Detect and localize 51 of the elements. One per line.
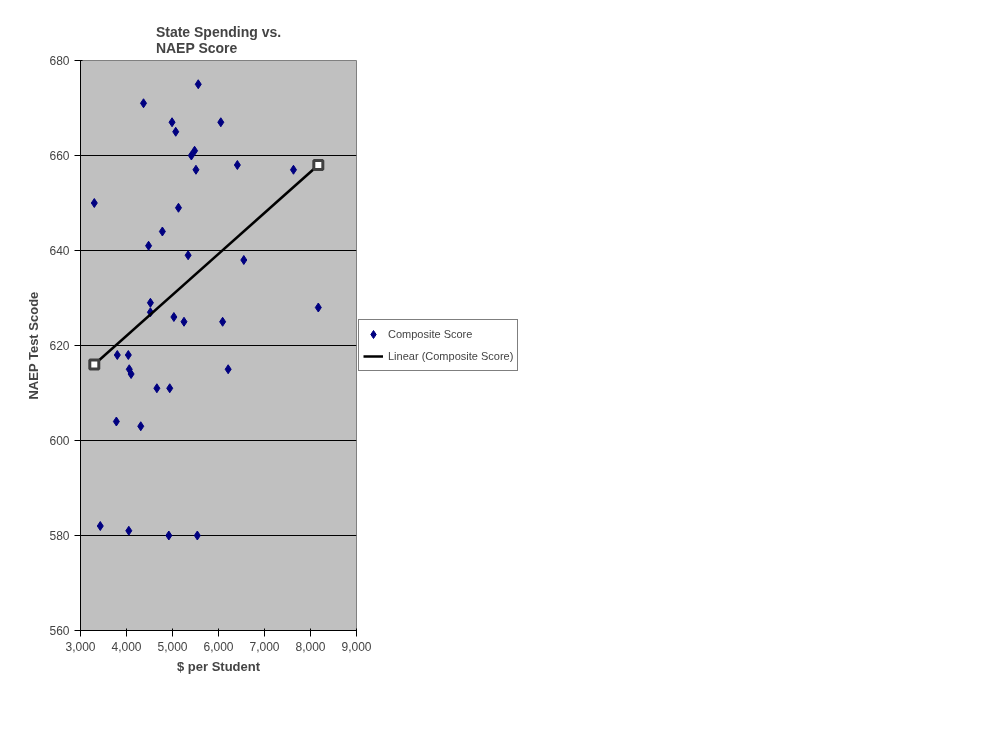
point [124,350,132,360]
point [224,364,232,375]
x-tick-label: 7,000 [249,639,280,654]
x-tick-label: 8,000 [295,639,326,654]
point [137,421,145,432]
legend-label: Composite Score [388,328,473,340]
point [240,255,248,265]
point [192,164,200,175]
chart-title: State Spending vs. NAEP Score [155,23,282,56]
point [90,198,98,208]
point [127,369,135,379]
point [146,297,154,308]
x-tick-label: 9,000 [341,639,372,654]
point [166,383,174,394]
x-tick-label: 6,000 [203,639,234,654]
y-tick-label: 580 [49,529,70,543]
point [140,98,148,109]
point [165,530,173,541]
x-tick-label: 5,000 [157,639,188,654]
point [233,160,241,170]
point [184,250,192,261]
point [158,226,166,237]
y-tick-label: 560 [49,624,70,638]
point [170,312,178,322]
point [191,145,199,156]
y-tick-label: 660 [49,149,70,163]
point [153,383,161,394]
point [125,525,133,536]
point [168,117,176,128]
x-tick-label: 4,000 [111,639,142,654]
y-tick-label: 680 [49,54,70,68]
point [112,416,120,427]
point [180,316,188,327]
y-axis-title: NAEP Test Scode [26,291,42,400]
point [145,240,153,251]
legend-label: Linear (Composite Score) [388,350,514,362]
point [96,521,104,531]
y-tick-label: 620 [49,339,70,353]
point [314,302,322,313]
point [172,126,180,137]
point [289,164,297,175]
point [174,202,182,213]
x-axis-title: $ per Student [176,658,261,674]
point [217,117,225,128]
y-tick-label: 640 [49,244,70,258]
point [219,316,227,327]
x-tick-label: 3,000 [65,639,96,654]
point [113,350,121,360]
y-tick-label: 600 [49,434,70,448]
point [193,530,201,541]
point [194,79,202,90]
